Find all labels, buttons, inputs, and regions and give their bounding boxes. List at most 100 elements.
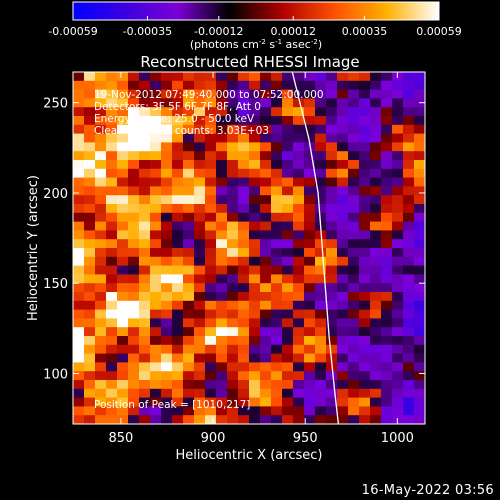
heatmap-pixel: [304, 195, 316, 205]
heatmap-pixel: [403, 212, 415, 222]
heatmap-pixel: [293, 142, 305, 152]
heatmap-pixel: [315, 142, 327, 152]
heatmap-pixel: [370, 248, 382, 258]
heatmap-pixel: [293, 133, 305, 143]
heatmap-pixel: [315, 380, 327, 390]
heatmap-pixel: [359, 256, 371, 266]
heatmap-pixel: [205, 380, 217, 390]
heatmap-pixel: [172, 300, 184, 310]
heatmap-pixel: [73, 204, 85, 214]
heatmap-pixel: [216, 98, 228, 108]
heatmap-pixel: [150, 89, 162, 99]
heatmap-pixel: [238, 265, 250, 275]
heatmap-pixel: [194, 72, 206, 82]
annotation-clean: Clean: [94, 125, 124, 137]
heatmap-pixel: [282, 274, 294, 284]
heatmap-pixel: [260, 195, 272, 205]
heatmap-pixel: [128, 309, 140, 319]
heatmap-pixel: [359, 300, 371, 310]
heatmap-pixel: [271, 362, 283, 372]
heatmap-pixel: [238, 292, 250, 302]
heatmap-pixel: [392, 362, 404, 372]
heatmap-pixel: [260, 336, 272, 346]
heatmap-pixel: [73, 274, 85, 284]
heatmap-pixel: [359, 133, 371, 143]
heatmap-pixel: [150, 327, 162, 337]
heatmap-pixel: [128, 336, 140, 346]
heatmap-pixel: [172, 318, 184, 328]
heatmap-pixel: [337, 274, 349, 284]
annotation-energy: Energy Range: 25.0 - 50.0 keV: [94, 113, 255, 125]
heatmap-pixel: [282, 309, 294, 319]
heatmap-pixel: [337, 186, 349, 196]
heatmap-pixel: [337, 116, 349, 126]
heatmap-pixel: [194, 283, 206, 293]
heatmap-pixel: [73, 309, 85, 319]
heatmap-pixel: [304, 204, 316, 214]
heatmap-pixel: [271, 151, 283, 161]
heatmap-pixel: [73, 362, 85, 372]
heatmap-pixel: [315, 344, 327, 354]
heatmap-pixel: [161, 89, 173, 99]
heatmap-pixel: [249, 283, 261, 293]
heatmap-pixel: [183, 230, 195, 240]
heatmap-pixel: [128, 353, 140, 363]
heatmap-pixel: [139, 265, 151, 275]
heatmap-pixel: [172, 107, 184, 117]
heatmap-pixel: [216, 327, 228, 337]
heatmap-pixel: [205, 274, 217, 284]
heatmap-pixel: [150, 274, 162, 284]
heatmap-pixel: [84, 274, 96, 284]
heatmap-pixel: [172, 256, 184, 266]
heatmap-pixel: [84, 124, 96, 134]
heatmap-pixel: [326, 124, 338, 134]
heatmap-pixel: [403, 98, 415, 108]
heatmap-pixel: [183, 80, 195, 90]
heatmap-pixel: [172, 292, 184, 302]
heatmap-pixel: [392, 177, 404, 187]
heatmap-pixel: [304, 371, 316, 381]
heatmap-pixel: [216, 80, 228, 90]
heatmap-pixel: [128, 274, 140, 284]
heatmap-pixel: [293, 72, 305, 82]
heatmap-pixel: [370, 142, 382, 152]
heatmap-pixel: [381, 256, 393, 266]
heatmap-pixel: [370, 133, 382, 143]
heatmap-pixel: [260, 133, 272, 143]
heatmap-pixel: [249, 415, 261, 424]
heatmap-pixel: [150, 186, 162, 196]
heatmap-pixel: [95, 195, 107, 205]
heatmap-pixel: [227, 212, 239, 222]
heatmap-pixel: [326, 221, 338, 231]
heatmap-pixel: [73, 336, 85, 346]
heatmap-pixel: [117, 256, 129, 266]
heatmap-pixel: [414, 344, 425, 354]
heatmap-pixel: [73, 239, 85, 249]
heatmap-pixel: [128, 388, 140, 398]
chart-title: Reconstructed RHESSI Image: [140, 53, 359, 71]
heatmap-pixel: [95, 116, 107, 126]
heatmap-pixel: [304, 397, 316, 407]
heatmap-pixel: [326, 186, 338, 196]
heatmap-pixel: [139, 336, 151, 346]
heatmap-pixel: [227, 256, 239, 266]
annotation-peak: Position of Peak = [1010,217]: [94, 399, 250, 411]
heatmap-pixel: [403, 124, 415, 134]
heatmap-pixel: [95, 318, 107, 328]
heatmap-pixel: [150, 336, 162, 346]
heatmap-pixel: [106, 300, 118, 310]
heatmap-pixel: [359, 72, 371, 82]
heatmap-pixel: [293, 256, 305, 266]
heatmap-pixel: [238, 151, 250, 161]
heatmap-pixel: [359, 186, 371, 196]
heatmap-pixel: [194, 80, 206, 90]
heatmap-pixel: [260, 248, 272, 258]
heatmap-pixel: [128, 239, 140, 249]
heatmap-pixel: [117, 116, 129, 126]
heatmap-pixel: [315, 80, 327, 90]
heatmap-pixel: [403, 318, 415, 328]
heatmap-pixel: [194, 160, 206, 170]
heatmap-pixel: [359, 80, 371, 90]
heatmap-pixel: [139, 256, 151, 266]
heatmap-pixel: [392, 248, 404, 258]
